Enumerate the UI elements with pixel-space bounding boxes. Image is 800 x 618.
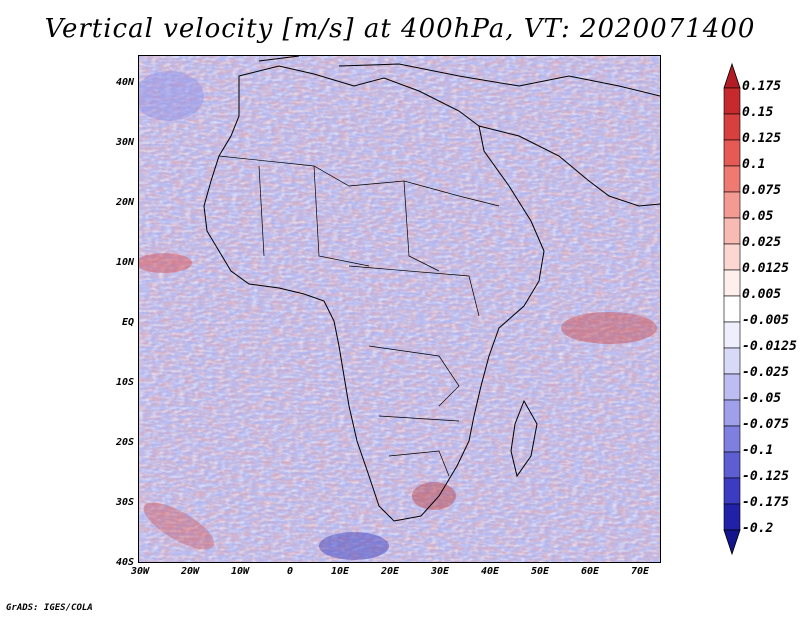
feature-south-africa-ascent: [412, 482, 456, 510]
colorbar-segment: [723, 373, 741, 401]
colorbar-segment: [723, 269, 741, 297]
arabia-coastline: [478, 125, 660, 207]
country-borders: [218, 155, 500, 477]
lat-label-40s: 40S: [115, 557, 134, 568]
colorbar-segment: [723, 217, 741, 245]
grads-credit: GrADS: IGES/COLA: [6, 603, 93, 613]
lon-label-70e: 70E: [630, 566, 650, 577]
colorbar-segment: [723, 191, 741, 219]
lat-label-30s: 30S: [115, 497, 134, 508]
colorbar-segment: [723, 87, 741, 115]
lat-label-10n: 10N: [115, 257, 134, 268]
colorbar-bottom-triangle: [723, 529, 741, 556]
colorbar-segment: [723, 139, 741, 167]
lon-label-30w: 30W: [130, 566, 150, 577]
colorbar-segment: [723, 477, 741, 505]
border-sahara-4: [403, 180, 440, 272]
colorbar-label: -0.2: [742, 521, 774, 536]
lon-label-10e: 10E: [330, 566, 350, 577]
colorbar-segment: [723, 347, 741, 375]
colorbar-label: 0.125: [742, 131, 782, 146]
feature-nw-descent: [139, 71, 204, 121]
colorbar-label: -0.025: [742, 365, 789, 380]
colorbar-segment: [723, 321, 741, 349]
lat-label-40n: 40N: [115, 77, 134, 88]
colorbar-label: 0.1: [742, 157, 766, 172]
lon-label-20e: 20E: [380, 566, 400, 577]
colorbar-label: 0.005: [742, 287, 782, 302]
colorbar-segment: [723, 243, 741, 271]
lon-label-50e: 50E: [530, 566, 550, 577]
border-south-1: [378, 415, 460, 422]
vertical-velocity-map: [139, 56, 660, 562]
lon-label-30e: 30E: [430, 566, 450, 577]
border-sahara-2: [258, 165, 265, 257]
descent-streaks: [142, 58, 660, 562]
colorbar-label: 0.15: [742, 105, 774, 120]
mediterranean-coastline: [258, 56, 660, 97]
colorbar-label: 0.05: [742, 209, 774, 224]
colorbar-label: 0.075: [742, 183, 782, 198]
border-sahara-3: [313, 165, 370, 267]
colorbar-segment: [723, 503, 741, 531]
colorbar-label: -0.075: [742, 417, 789, 432]
colorbar-segment: [723, 425, 741, 453]
colorbar-label: 0.0125: [742, 261, 789, 276]
lat-label-10s: 10S: [115, 377, 134, 388]
border-south-2: [388, 450, 450, 477]
lon-label-60e: 60E: [580, 566, 600, 577]
map-panel: [138, 55, 661, 563]
colorbar-segment: [723, 113, 741, 141]
border-sahara-1: [218, 155, 460, 197]
colorbar-label: -0.005: [742, 313, 789, 328]
colorbar-segment: [723, 399, 741, 427]
feature-atlantic-ascent: [139, 253, 192, 273]
map-title: Vertical velocity [m/s] at 400hPa, VT: 2…: [44, 14, 756, 44]
colorbar-label: -0.0125: [742, 339, 797, 354]
colorbar-label: -0.1: [742, 443, 774, 458]
feature-southern-descent: [319, 532, 389, 560]
lon-label-40e: 40E: [480, 566, 500, 577]
colorbar-segment: [723, 451, 741, 479]
madagascar-coastline: [510, 399, 538, 478]
lat-label-30n: 30N: [115, 137, 134, 148]
coastlines: [203, 56, 660, 522]
lon-label-20w: 20W: [180, 566, 200, 577]
lat-label-eq: EQ: [121, 317, 134, 328]
colorbar-label: -0.05: [742, 391, 782, 406]
border-east: [458, 195, 500, 207]
colorbar-label: -0.125: [742, 469, 789, 484]
feature-indian-ocean-ascent: [561, 312, 657, 344]
border-central: [368, 345, 460, 407]
lat-label-20s: 20S: [115, 437, 134, 448]
border-sahel: [348, 265, 480, 317]
colorbar-label: 0.175: [742, 79, 782, 94]
colorbar-label: -0.175: [742, 495, 789, 510]
colorbar-segment: [723, 165, 741, 193]
lon-label-10w: 10W: [230, 566, 250, 577]
feature-sw-ascent: [143, 502, 215, 550]
colorbar-label: 0.025: [742, 235, 782, 250]
lat-label-20n: 20N: [115, 197, 134, 208]
lon-label-0: 0: [286, 566, 294, 577]
colorbar-segment: [723, 295, 741, 323]
colorbar-top-triangle: [723, 62, 741, 89]
